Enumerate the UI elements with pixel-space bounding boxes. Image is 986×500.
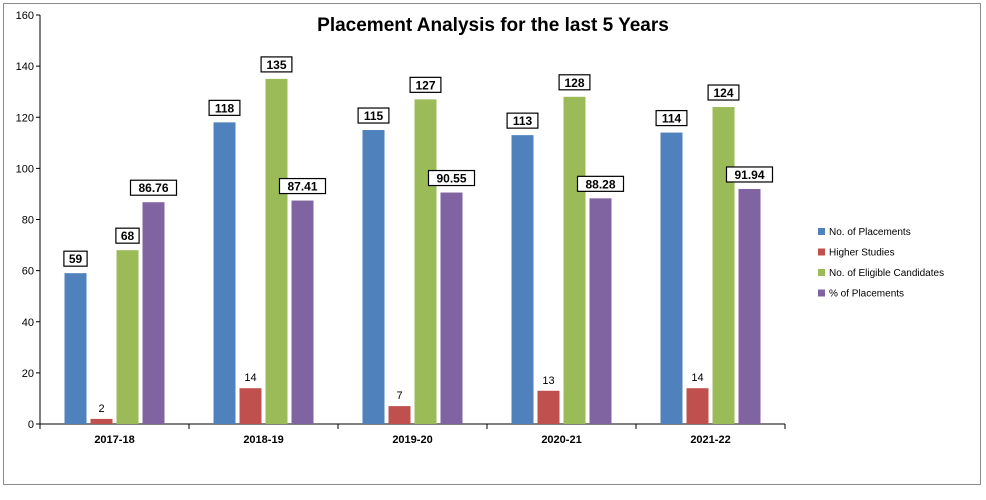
legend-swatch	[818, 228, 825, 235]
y-tick-label: 60	[22, 266, 34, 278]
data-label: 115	[364, 109, 384, 123]
data-labels: 59 118 115 113 114 2 14 7 13 14 68 135 127 128 124 86.7…	[63, 56, 774, 415]
bar	[414, 99, 437, 424]
data-label: 135	[266, 58, 286, 72]
data-label: 90.55	[436, 172, 466, 186]
data-label: 114	[662, 112, 682, 126]
data-label: 88.28	[585, 177, 615, 191]
data-label-box	[725, 166, 774, 183]
data-label: 13	[542, 375, 554, 387]
bar	[563, 96, 586, 425]
data-label-box	[129, 179, 178, 196]
data-label-box	[655, 109, 688, 127]
bar	[213, 122, 236, 425]
bar	[116, 250, 139, 424]
data-label-box	[278, 177, 327, 195]
bar	[362, 130, 385, 424]
y-tick-label: 120	[16, 112, 34, 124]
legend-label: Higher Studies	[829, 248, 895, 259]
data-label: 7	[396, 390, 402, 402]
data-label: 14	[244, 372, 256, 384]
y-tick-label: 140	[16, 61, 34, 73]
data-label: 128	[564, 76, 584, 90]
bar	[291, 200, 314, 424]
x-tick-label: 2020-21	[541, 434, 581, 446]
data-label: 91.94	[734, 168, 764, 182]
data-label: 14	[691, 372, 703, 384]
legend-swatch	[818, 248, 825, 256]
legend-swatch	[818, 289, 825, 297]
data-label: 68	[121, 229, 135, 243]
legend-label: No. of Placements	[829, 227, 911, 238]
data-label-box	[707, 84, 740, 101]
bar	[738, 188, 761, 424]
y-tick-label: 100	[16, 163, 34, 175]
bars	[64, 78, 761, 425]
data-label-box	[409, 76, 442, 93]
y-tick-label: 80	[22, 215, 34, 227]
legend-swatch	[818, 269, 825, 276]
data-label-box	[208, 99, 241, 116]
data-label: 86.76	[138, 181, 168, 195]
bar	[589, 198, 612, 424]
data-label-box	[558, 74, 591, 91]
data-label: 113	[513, 114, 533, 128]
bar	[142, 202, 165, 424]
y-axis: 0 20 40 60 80 100 120 140 160	[16, 10, 41, 431]
bar	[537, 390, 560, 424]
y-tick-label: 40	[22, 317, 34, 329]
bar	[239, 388, 262, 424]
data-label-box	[260, 56, 293, 73]
y-tick-label: 20	[22, 368, 34, 380]
bar	[511, 135, 534, 425]
legend-label: No. of Eligible Candidates	[829, 268, 944, 279]
legend: No. of Placements Higher Studies No. of El…	[818, 227, 944, 300]
data-label: 59	[69, 252, 83, 266]
data-label-box	[576, 175, 625, 192]
x-tick-label: 2017-18	[94, 434, 134, 446]
x-tick-label: 2018-19	[243, 434, 283, 446]
data-label: 118	[215, 101, 235, 115]
data-label-box	[427, 169, 476, 187]
x-tick-label: 2021-22	[690, 434, 730, 446]
y-tick-label: 160	[16, 10, 34, 22]
chart-frame	[3, 3, 981, 485]
bar	[660, 132, 683, 424]
data-label-box	[357, 107, 390, 124]
bar	[64, 273, 87, 424]
x-tick-label: 2019-20	[392, 434, 432, 446]
data-label: 127	[415, 78, 435, 92]
bar	[686, 388, 709, 424]
legend-label: % of Placements	[829, 289, 904, 300]
y-tick-label: 0	[28, 419, 34, 431]
data-label-box	[63, 250, 88, 267]
bar	[265, 78, 288, 424]
data-label-box	[506, 112, 539, 129]
data-label: 87.41	[287, 180, 317, 194]
bar	[388, 406, 411, 424]
bar	[712, 107, 735, 425]
bar	[440, 192, 463, 424]
data-label-box	[115, 227, 140, 244]
bar	[90, 418, 113, 424]
chart-title: Placement Analysis for the last 5 Years	[317, 15, 669, 36]
data-label: 2	[98, 403, 104, 415]
x-axis: 2017-18 2018-19 2019-20 2020-21 2021-22	[39, 423, 786, 446]
data-label: 124	[713, 86, 733, 100]
